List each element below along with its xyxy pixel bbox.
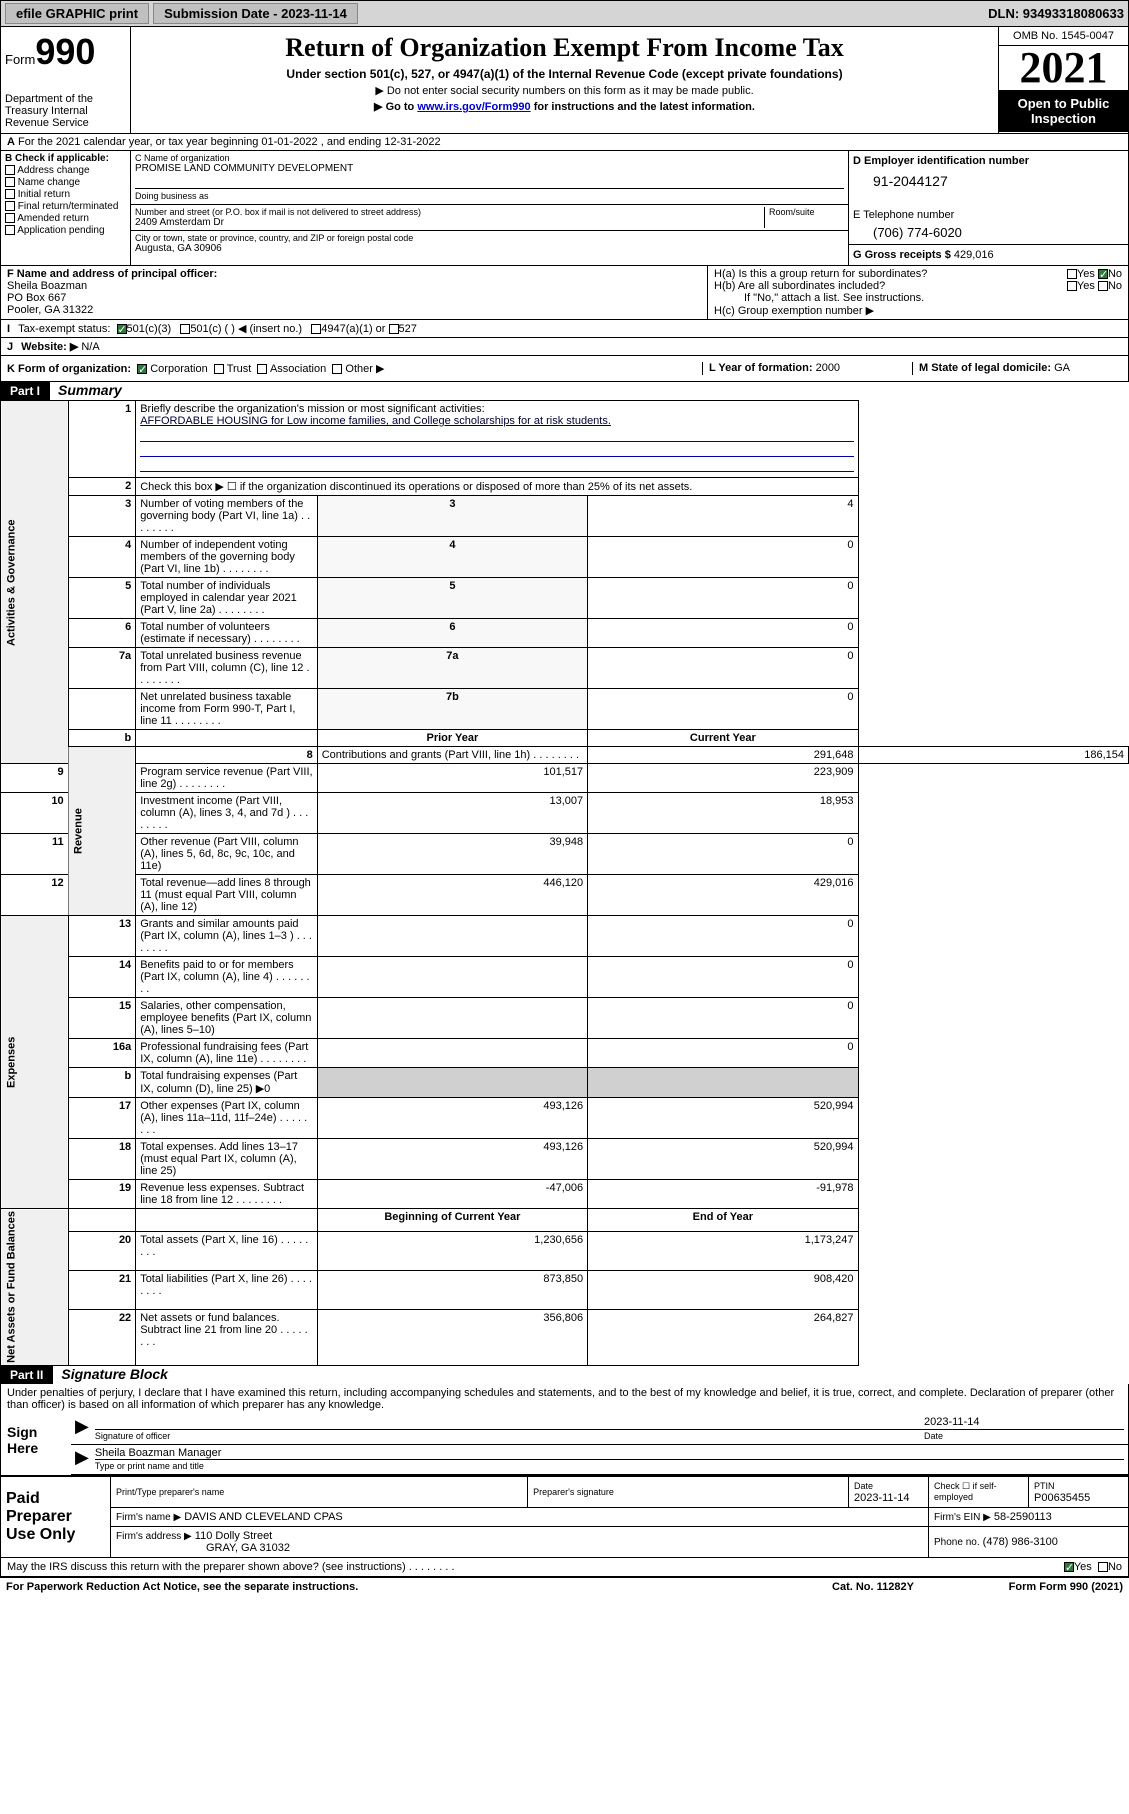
box-b: B Check if applicable: Address change Na… xyxy=(1,151,131,265)
hb-no[interactable] xyxy=(1098,281,1108,291)
ptin: P00635455 xyxy=(1034,1492,1090,1504)
website: N/A xyxy=(81,341,99,353)
form-label: Form xyxy=(5,52,35,67)
section-bcde: B Check if applicable: Address change Na… xyxy=(0,151,1129,266)
form-note2: ▶ Go to www.irs.gov/Form990 for instruct… xyxy=(137,100,992,113)
side-netassets: Net Assets or Fund Balances xyxy=(1,1209,69,1366)
form-number: 990 xyxy=(35,31,95,72)
trust-checkbox[interactable] xyxy=(214,364,224,374)
row-i: I Tax-exempt status: ✓ 501(c)(3) 501(c) … xyxy=(0,320,1129,338)
discuss-no[interactable] xyxy=(1098,1562,1108,1572)
amended-checkbox[interactable] xyxy=(5,213,15,223)
preparer-table: Paid Preparer Use Only Print/Type prepar… xyxy=(0,1476,1129,1558)
corp-checkbox[interactable]: ✓ xyxy=(137,364,147,374)
row-a-period: A For the 2021 calendar year, or tax yea… xyxy=(0,134,1129,151)
501c3-checkbox[interactable]: ✓ xyxy=(117,324,127,334)
form-note1: ▶ Do not enter social security numbers o… xyxy=(137,84,992,97)
other-checkbox[interactable] xyxy=(332,364,342,374)
initial-return-checkbox[interactable] xyxy=(5,189,15,199)
side-revenue: Revenue xyxy=(68,747,136,916)
assoc-checkbox[interactable] xyxy=(257,364,267,374)
summary-table: Activities & Governance 1 Briefly descri… xyxy=(0,400,1129,1366)
org-name: PROMISE LAND COMMUNITY DEVELOPMENT xyxy=(135,163,844,174)
ein-value: 91-2044127 xyxy=(853,167,1124,189)
officer-name: Sheila Boazman xyxy=(7,280,701,292)
firm-name: DAVIS AND CLEVELAND CPAS xyxy=(184,1511,343,1523)
irs-link[interactable]: www.irs.gov/Form990 xyxy=(417,101,530,113)
state-domicile: GA xyxy=(1054,362,1070,374)
501c-checkbox[interactable] xyxy=(180,324,190,334)
arrow-icon: ▶ xyxy=(75,1416,89,1442)
telephone: (706) 774-6020 xyxy=(853,221,1124,240)
street-address: 2409 Amsterdam Dr xyxy=(135,217,764,228)
side-governance: Activities & Governance xyxy=(1,401,69,764)
public-inspection: Open to Public Inspection xyxy=(999,90,1128,132)
page-footer: For Paperwork Reduction Act Notice, see … xyxy=(0,1577,1129,1596)
hb-yes[interactable] xyxy=(1067,281,1077,291)
submission-date: Submission Date - 2023-11-14 xyxy=(153,3,358,24)
efile-button[interactable]: efile GRAPHIC print xyxy=(5,3,149,24)
signature-block: Under penalties of perjury, I declare th… xyxy=(0,1384,1129,1476)
mission-text: AFFORDABLE HOUSING for Low income famili… xyxy=(140,415,611,427)
top-bar: efile GRAPHIC print Submission Date - 20… xyxy=(0,0,1129,27)
gross-receipts: 429,016 xyxy=(954,249,994,261)
paid-preparer-label: Paid Preparer Use Only xyxy=(1,1476,111,1557)
firm-ein: 58-2590113 xyxy=(994,1511,1052,1523)
form-header: Form990 Department of the Treasury Inter… xyxy=(0,27,1129,134)
row-j: J Website: ▶ N/A xyxy=(0,338,1129,356)
year-formation: 2000 xyxy=(816,362,840,374)
firm-address: 110 Dolly Street xyxy=(195,1530,272,1542)
527-checkbox[interactable] xyxy=(389,324,399,334)
ha-yes[interactable] xyxy=(1067,269,1077,279)
ein-label: D Employer identification number xyxy=(853,155,1124,167)
part2-header: Part IISignature Block xyxy=(0,1366,1129,1384)
row-fh: F Name and address of principal officer:… xyxy=(0,266,1129,320)
part1-header: Part ISummary xyxy=(0,382,1129,400)
arrow-icon: ▶ xyxy=(75,1447,89,1472)
form-title: Return of Organization Exempt From Incom… xyxy=(137,33,992,63)
dln: DLN: 93493318080633 xyxy=(988,6,1124,21)
name-change-checkbox[interactable] xyxy=(5,177,15,187)
row-klm: K Form of organization: ✓ Corporation Tr… xyxy=(0,356,1129,382)
sign-here-label: Sign Here xyxy=(1,1414,71,1475)
4947-checkbox[interactable] xyxy=(311,324,321,334)
address-change-checkbox[interactable] xyxy=(5,165,15,175)
form-subtitle: Under section 501(c), 527, or 4947(a)(1)… xyxy=(137,67,992,81)
discuss-yes[interactable]: ✓ xyxy=(1064,1562,1074,1572)
may-discuss-row: May the IRS discuss this return with the… xyxy=(0,1558,1129,1577)
firm-phone: (478) 986-3100 xyxy=(983,1536,1058,1548)
tax-year: 2021 xyxy=(999,46,1128,90)
city-state-zip: Augusta, GA 30906 xyxy=(135,243,413,254)
department: Department of the Treasury Internal Reve… xyxy=(5,93,126,129)
ha-no[interactable]: ✓ xyxy=(1098,269,1108,279)
officer-typed-name: Sheila Boazman Manager xyxy=(95,1447,1124,1460)
final-return-checkbox[interactable] xyxy=(5,201,15,211)
application-pending-checkbox[interactable] xyxy=(5,225,15,235)
side-expenses: Expenses xyxy=(1,916,69,1209)
